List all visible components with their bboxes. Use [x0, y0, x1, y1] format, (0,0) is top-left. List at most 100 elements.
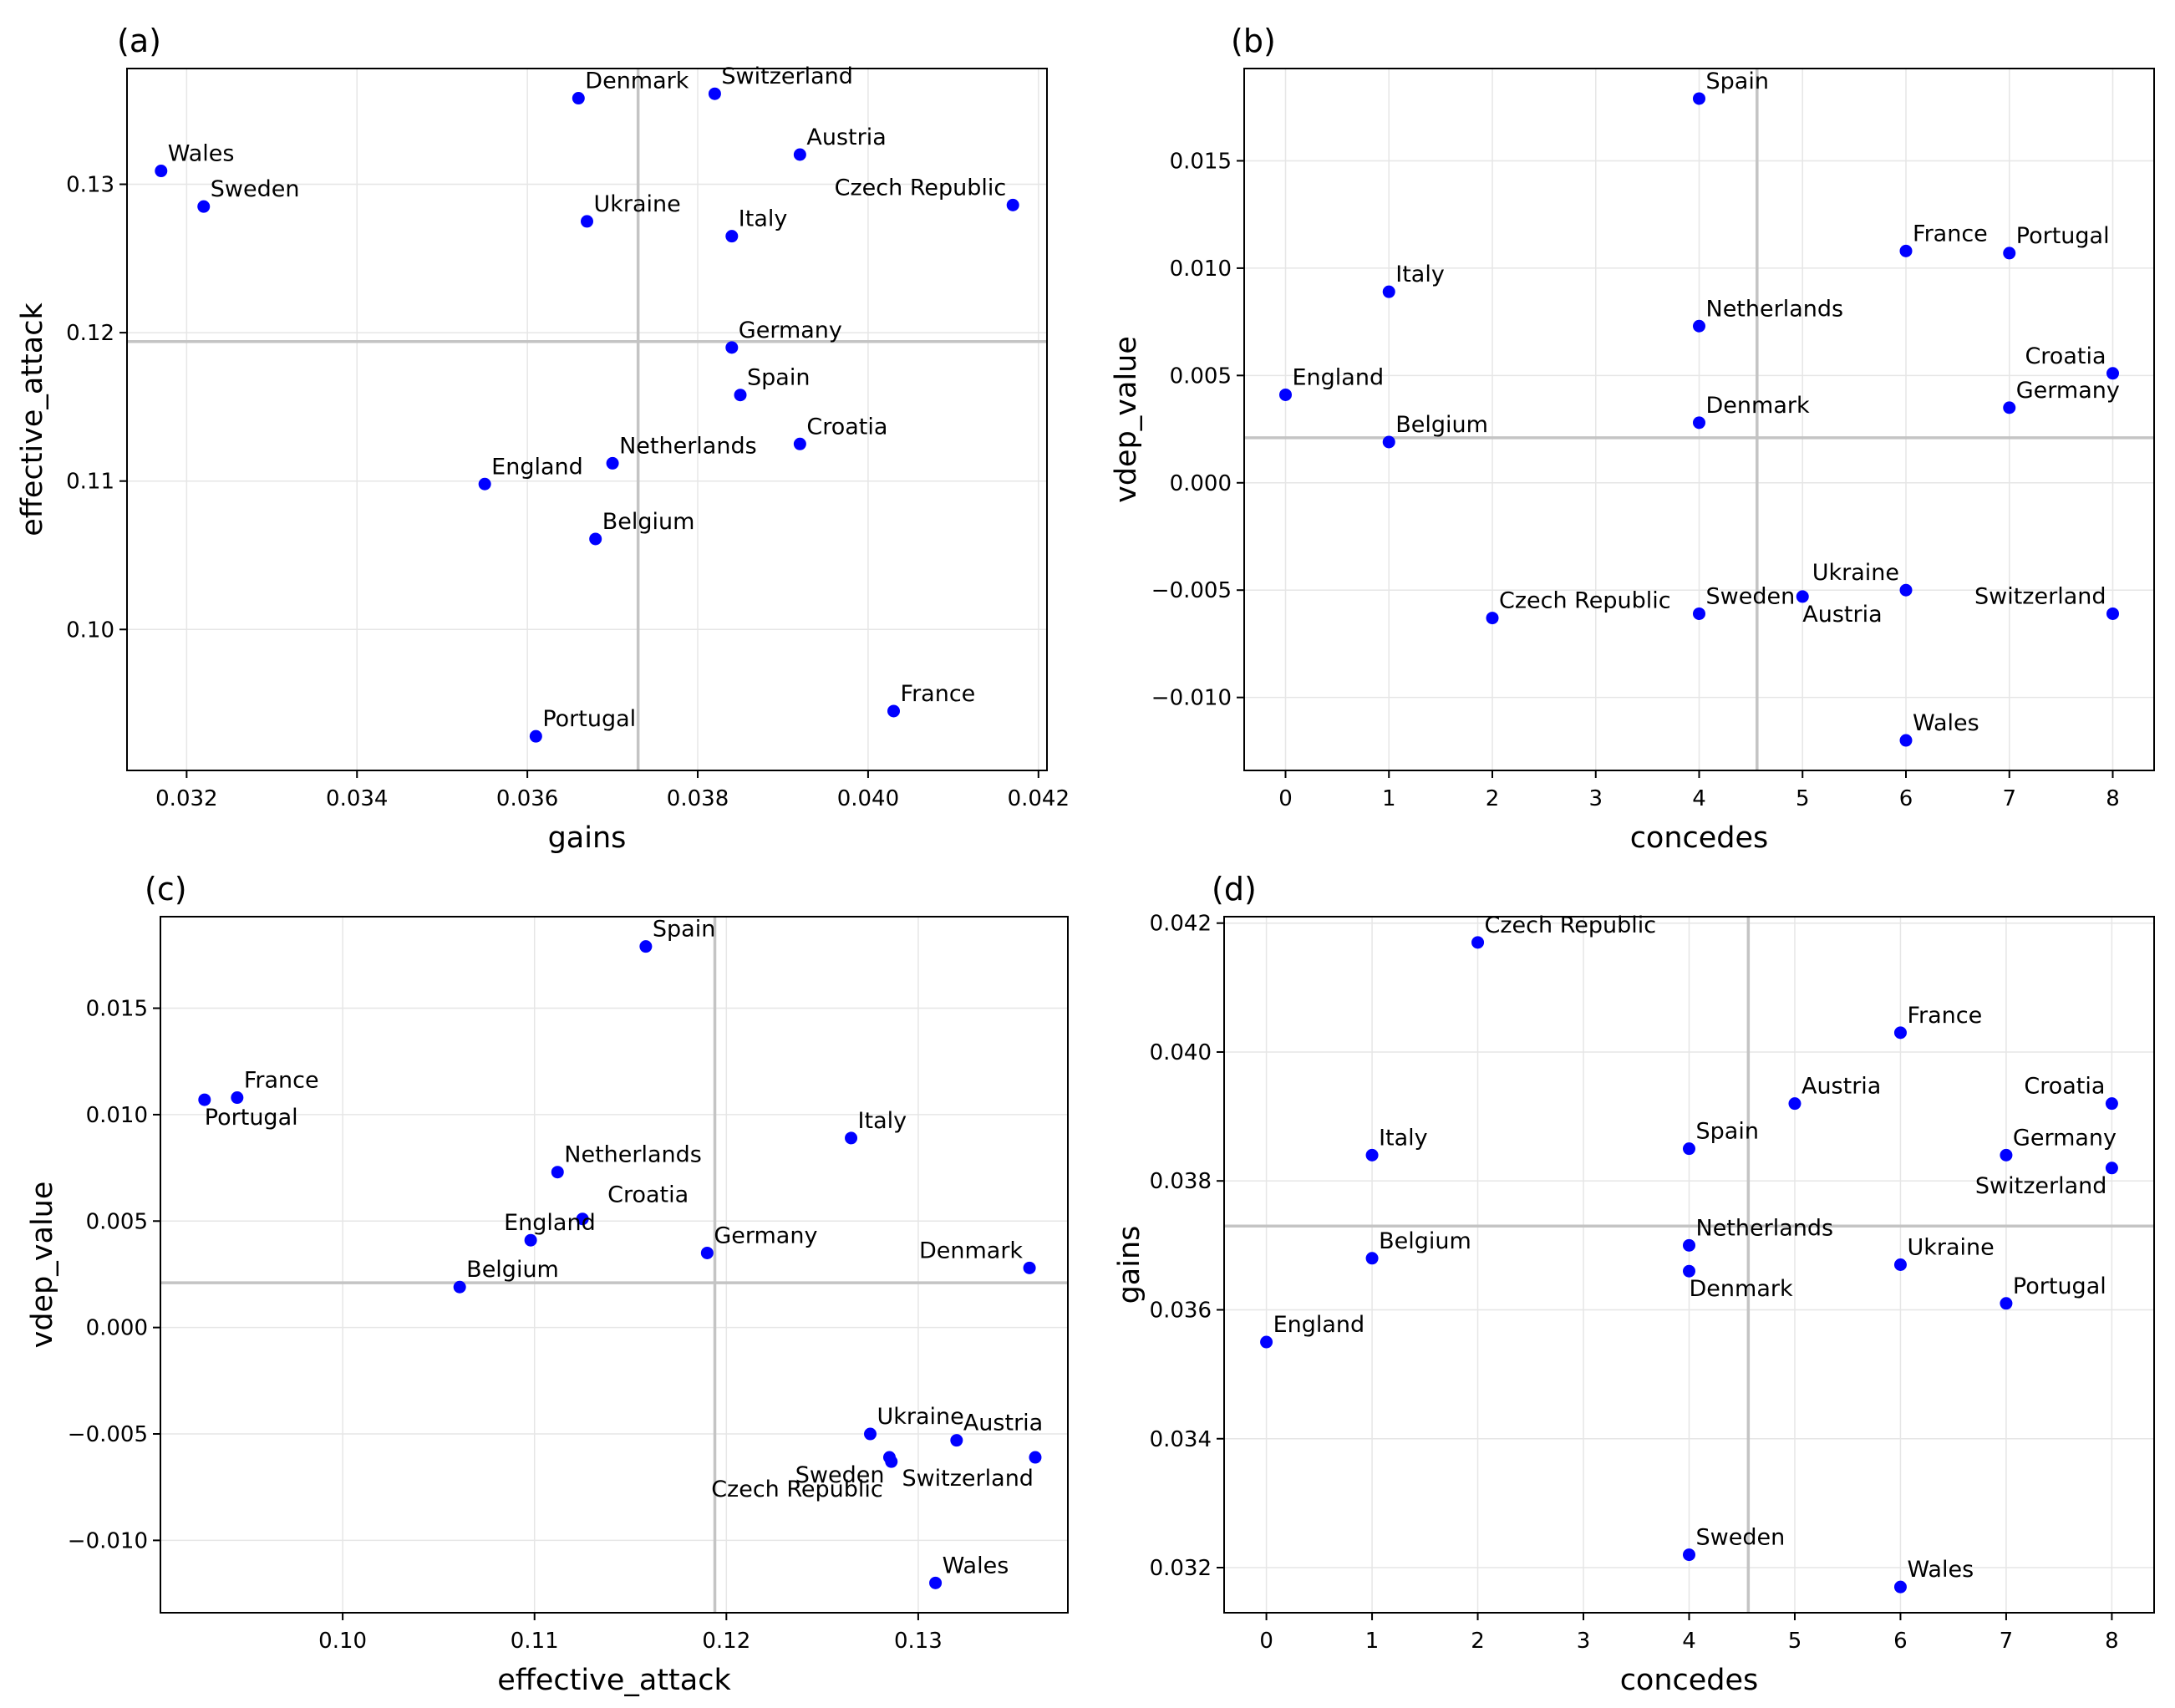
- point-label: Belgium: [1379, 1228, 1471, 1254]
- data-point: [1382, 285, 1395, 298]
- point-label: Denmark: [585, 69, 689, 94]
- data-point: [551, 1166, 564, 1179]
- y-tick-label: 0.13: [66, 173, 114, 198]
- panel-c: 0.10 0.11 0.12 0.13 −0.010 −0.005 0.000 0.005 0.…: [26, 871, 1069, 1697]
- panel-b: 0 1 2 3 4 5 6 7 8 −0.010 −0.005 0.000 0.005 0.010 0.01…: [1110, 23, 2155, 855]
- x-tick-label: 6: [1899, 786, 1913, 811]
- data-point: [453, 1280, 466, 1294]
- y-tick-label: 0.10: [66, 618, 114, 643]
- point-label: Switzerland: [721, 64, 853, 89]
- x-tick-label: 0.038: [667, 786, 729, 811]
- point-label: France: [901, 681, 976, 707]
- data-point: [2105, 1097, 2118, 1111]
- y-axis-label: effective_attack: [16, 302, 49, 536]
- plot-frame: [160, 916, 1069, 1614]
- data-point: [725, 341, 739, 354]
- point-label: Czech Republic: [711, 1477, 883, 1502]
- data-point: [1683, 1264, 1695, 1278]
- point-label: Spain: [653, 917, 715, 943]
- data-point: [231, 1091, 244, 1105]
- x-tick-label: 0: [1259, 1629, 1273, 1654]
- data-point: [1365, 1252, 1379, 1265]
- x-tick-label: 7: [2002, 786, 2016, 811]
- x-tick-label: 6: [1893, 1629, 1908, 1654]
- plot-frame: [126, 68, 1048, 771]
- data-point: [1899, 244, 1913, 257]
- data-point: [885, 1455, 898, 1468]
- x-tick-label: 0.10: [318, 1629, 367, 1654]
- data-point: [2106, 607, 2119, 620]
- point-label: Denmark: [1706, 393, 1810, 419]
- y-tick-label: −0.005: [68, 1422, 148, 1447]
- y-tick-label: −0.010: [1151, 686, 1232, 711]
- x-axis-label: concedes: [1630, 821, 1769, 855]
- point-label: Austria: [1801, 1074, 1881, 1100]
- data-point: [1279, 388, 1292, 401]
- data-point: [589, 532, 602, 546]
- point-label: Portugal: [542, 706, 636, 732]
- point-label: Germany: [714, 1223, 817, 1248]
- data-point: [929, 1576, 943, 1589]
- data-point: [1899, 583, 1913, 597]
- x-axis-label: effective_attack: [497, 1664, 731, 1697]
- data-point: [572, 92, 585, 105]
- y-tick-label: 0.040: [1150, 1040, 1212, 1065]
- y-axis-label: vdep_value: [1110, 336, 1143, 503]
- panel-a: 0.032 0.034 0.036 0.038 0.040 0.042 0.10 0.11 0.…: [16, 23, 1070, 855]
- data-point: [734, 389, 747, 402]
- y-tick-label: 0.11: [66, 470, 114, 495]
- y-tick-label: 0.036: [1150, 1298, 1212, 1323]
- point-label: Sweden: [1696, 1525, 1786, 1551]
- data-point: [1693, 92, 1705, 105]
- y-tick-label: 0.010: [1170, 257, 1232, 282]
- point-label: Spain: [747, 365, 810, 391]
- x-tick-label: 8: [2106, 786, 2120, 811]
- point-label: England: [1273, 1312, 1365, 1338]
- data-point: [155, 165, 168, 178]
- data-point: [2105, 1162, 2118, 1175]
- data-point: [887, 704, 900, 718]
- data-point: [1023, 1261, 1036, 1274]
- y-tick-label: 0.042: [1150, 912, 1212, 937]
- point-label: France: [1913, 221, 1988, 247]
- x-tick-label: 1: [1382, 786, 1396, 811]
- point-label: Wales: [943, 1553, 1009, 1578]
- y-tick-label: 0.005: [86, 1209, 148, 1234]
- x-tick-label: 2: [1486, 786, 1500, 811]
- y-tick-label: 0.015: [1170, 149, 1232, 174]
- data-point: [581, 215, 593, 228]
- data-point: [639, 940, 653, 953]
- data-point: [1683, 1548, 1695, 1562]
- panel-d: 0 1 2 3 4 5 6 7 8 0.032 0.034 0.036 0.038 0.040 0.042 c…: [1113, 871, 2155, 1697]
- point-label: Italy: [1395, 262, 1445, 287]
- x-tick-label: 8: [2105, 1629, 2119, 1654]
- point-label: Austria: [963, 1411, 1043, 1436]
- point-label: England: [504, 1210, 596, 1236]
- x-tick-label: 0.11: [511, 1629, 559, 1654]
- x-tick-label: 1: [1365, 1629, 1380, 1654]
- point-label: Ukraine: [594, 191, 681, 217]
- point-label: Croatia: [2024, 1074, 2105, 1100]
- x-tick-label: 0.032: [155, 786, 217, 811]
- x-tick-label: 0.034: [326, 786, 388, 811]
- panel-label: (a): [117, 23, 161, 59]
- data-point: [2000, 1148, 2013, 1162]
- point-label: Czech Republic: [1499, 588, 1671, 614]
- x-tick-label: 2: [1471, 1629, 1485, 1654]
- data-point: [1382, 435, 1395, 449]
- point-label: Italy: [858, 1108, 907, 1134]
- y-axis-label: vdep_value: [26, 1182, 59, 1349]
- point-label: Italy: [1379, 1125, 1428, 1151]
- y-tick-label: −0.010: [68, 1528, 148, 1553]
- y-tick-label: 0.010: [86, 1103, 148, 1128]
- point-label: Portugal: [2016, 223, 2110, 249]
- x-tick-label: 3: [1577, 1629, 1591, 1654]
- point-label: France: [1907, 1003, 1982, 1029]
- data-point: [197, 200, 211, 213]
- y-tick-label: 0.015: [86, 997, 148, 1022]
- point-label: Denmark: [919, 1238, 1023, 1263]
- point-label: Germany: [2013, 1125, 2117, 1151]
- point-label: Portugal: [2013, 1273, 2106, 1299]
- data-point: [864, 1427, 877, 1441]
- data-point: [793, 148, 806, 161]
